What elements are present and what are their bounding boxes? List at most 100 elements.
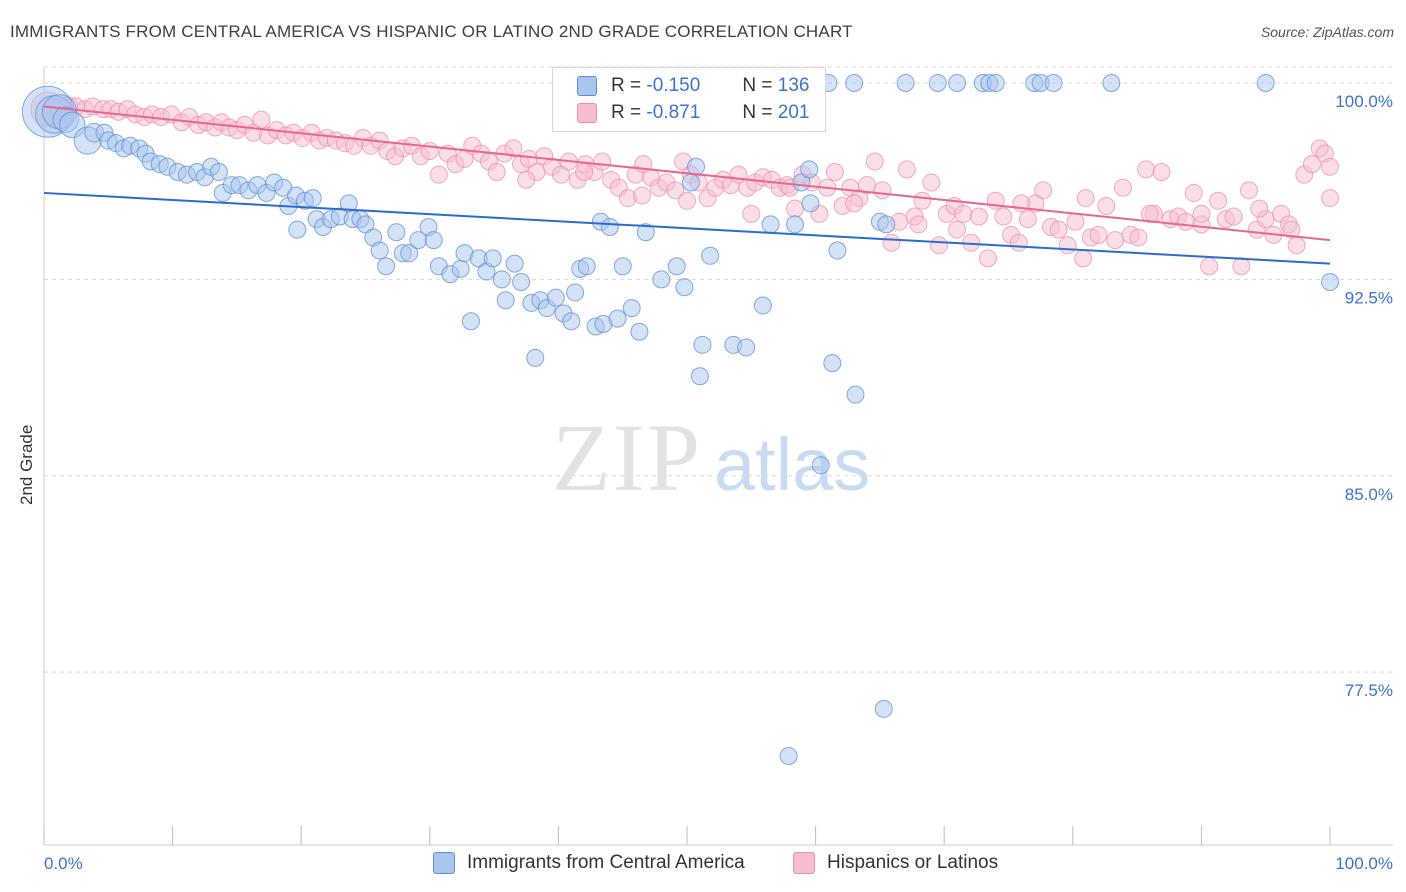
pink-point — [678, 191, 696, 210]
blue-point — [546, 288, 565, 307]
pink-point — [1192, 204, 1211, 223]
tick-labels: 100.0% 92.5% 85.0% 77.5% 0.0% 100.0% — [44, 92, 1393, 873]
watermark-zip: ZIP — [552, 404, 702, 511]
pink-point — [1066, 212, 1085, 231]
blue-point — [786, 215, 805, 234]
blue-point — [828, 241, 847, 260]
blue-point — [387, 223, 406, 242]
pink-point — [1239, 181, 1258, 200]
bottom-legend-swatch-pink — [793, 852, 815, 874]
y-tick-label: 92.5% — [1345, 288, 1393, 307]
pink-point — [487, 162, 506, 181]
pink-point — [252, 110, 271, 129]
pink-point — [913, 191, 932, 210]
pink-point — [1076, 189, 1095, 208]
legend-blue-r: -0.150 — [646, 75, 701, 96]
blue-point — [562, 312, 581, 331]
bottom-legend-blue-label: Immigrants from Central America — [467, 852, 745, 873]
blue-point — [1044, 73, 1063, 92]
blue-point — [948, 73, 967, 92]
pink-point — [1152, 162, 1171, 181]
pink-point — [1106, 231, 1125, 250]
y-axis-title: 2nd Grade — [17, 424, 36, 505]
pink-point — [1129, 228, 1148, 247]
blue-point — [753, 296, 772, 315]
pink-point — [1018, 210, 1037, 229]
pink-point — [897, 160, 916, 179]
blue-point — [512, 272, 531, 291]
watermark: ZIP atlas — [552, 404, 870, 511]
pink-point — [978, 249, 997, 268]
legend-pink-n: 201 — [777, 102, 810, 123]
legend-pink-r: -0.871 — [646, 102, 701, 123]
pink-point — [517, 170, 536, 189]
pink-point — [1034, 181, 1053, 200]
blue-point — [986, 73, 1005, 92]
legend-r-label: R = — [611, 75, 642, 96]
blue-point — [687, 157, 706, 176]
blue-point — [209, 162, 228, 181]
legend-swatch-pink — [577, 103, 597, 123]
pink-point — [1321, 189, 1339, 208]
source-label: Source: ZipAtlas.com — [1260, 24, 1394, 40]
blue-point — [303, 189, 322, 208]
pink-point — [1250, 199, 1269, 218]
blue-point — [690, 367, 709, 386]
legend-n-label: N = — [742, 75, 773, 96]
blue-point — [877, 215, 896, 234]
pink-point — [865, 152, 884, 171]
blue-point — [801, 194, 820, 213]
blue-point — [400, 244, 419, 263]
blue-point — [928, 73, 947, 92]
blue-point — [652, 270, 671, 289]
pink-point — [922, 173, 941, 192]
blue-point — [424, 231, 443, 250]
blue-point — [761, 215, 780, 234]
pink-point — [1200, 257, 1219, 276]
blue-point — [451, 259, 470, 278]
pink-point — [825, 162, 844, 181]
bottom-legend-swatch-blue — [433, 852, 455, 874]
blue-point — [636, 223, 655, 242]
y-tick-label: 100.0% — [1335, 92, 1393, 111]
pink-point — [429, 165, 448, 184]
blue-point — [1321, 272, 1339, 291]
pink-point — [1137, 160, 1156, 179]
legend-box: R = -0.150 N = 136 R = -0.871 N = 201 — [552, 67, 826, 132]
blue-point — [461, 312, 480, 331]
pink-point — [954, 204, 973, 223]
blue-point — [779, 746, 798, 765]
pink-point — [593, 152, 612, 171]
pink-point — [1287, 236, 1306, 255]
legend-r-label: R = — [611, 102, 642, 123]
watermark-atlas: atlas — [714, 423, 870, 506]
blue-point — [823, 354, 842, 373]
blue-point — [377, 257, 396, 276]
blue-point — [845, 73, 864, 92]
x-tick-label: 100.0% — [1335, 854, 1393, 873]
blue-point — [622, 299, 641, 318]
pink-point — [1321, 157, 1339, 176]
blue-point — [675, 278, 694, 297]
pink-point — [742, 204, 761, 223]
pink-point — [930, 236, 949, 255]
blue-point — [505, 254, 524, 273]
pink-point — [666, 181, 685, 200]
blue-point — [526, 348, 545, 367]
pink-point — [1184, 183, 1203, 202]
pink-point — [632, 186, 651, 205]
chart-title: IMMIGRANTS FROM CENTRAL AMERICA VS HISPA… — [10, 22, 853, 41]
legend-n-label: N = — [742, 102, 773, 123]
blue-point — [681, 173, 700, 192]
trend-lines — [43, 105, 1331, 265]
pink-point — [994, 207, 1013, 226]
pink-point — [948, 220, 967, 239]
x-tick-label: 0.0% — [44, 854, 83, 873]
pink-point — [969, 207, 988, 226]
blue-point — [288, 220, 307, 239]
axes — [43, 67, 1393, 846]
bottom-legend-blue: Immigrants from Central America — [433, 852, 745, 874]
pink-point — [1224, 207, 1243, 226]
pink-point — [1302, 155, 1321, 174]
